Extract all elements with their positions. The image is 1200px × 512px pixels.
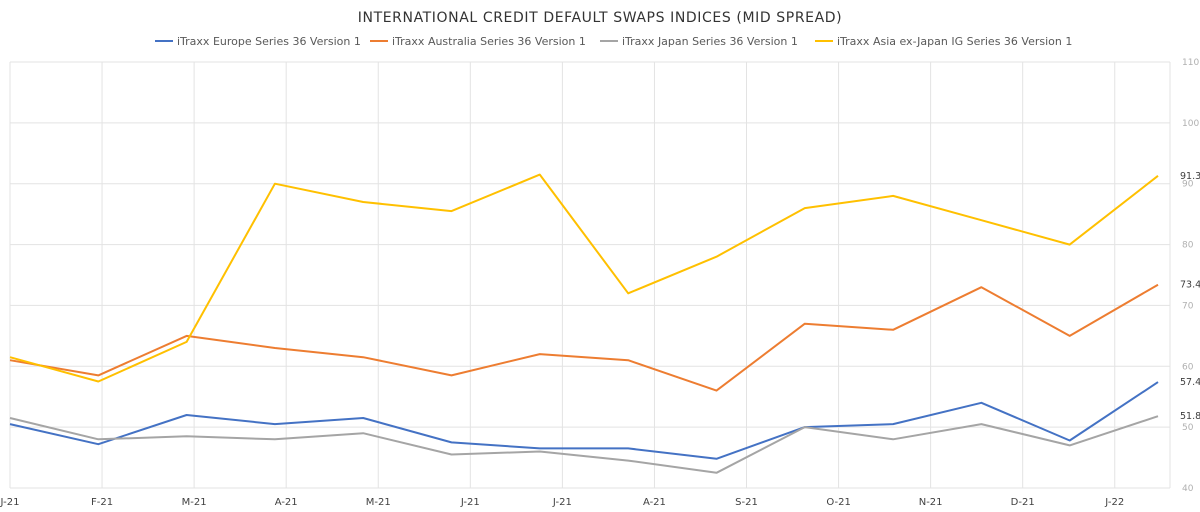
end-labels: 57.4 73.4 51.8 91.3	[1180, 171, 1200, 422]
x-tick-label: A-21	[275, 497, 298, 508]
x-tick-label: M-21	[366, 497, 391, 508]
end-value-label: 51.8	[1180, 411, 1200, 422]
legend-label: iTraxx Europe Series 36 Version 1	[177, 35, 361, 48]
y-tick-label: 70	[1182, 301, 1194, 311]
series-line	[9, 381, 1159, 460]
x-tick-label: M-21	[182, 497, 207, 508]
y-tick-label: 60	[1182, 362, 1194, 372]
x-tick-label: J-21	[552, 497, 572, 508]
y-axis-ticks: 40 50 60 70 80 90 100 110	[1182, 58, 1199, 494]
legend-label: iTraxx Asia ex-Japan IG Series 36 Versio…	[837, 35, 1072, 48]
series-lines	[9, 173, 1159, 474]
x-tick-label: J-21	[0, 497, 19, 508]
x-tick-label: S-21	[735, 497, 758, 508]
x-tick-label: A-21	[643, 497, 666, 508]
series-line	[9, 283, 1159, 392]
y-tick-label: 100	[1182, 119, 1199, 129]
y-tick-label: 90	[1182, 180, 1194, 190]
series-line	[9, 415, 1159, 474]
x-axis-ticks: J-21 F-21 M-21 A-21 M-21 J-21 J-21 A-21 S-21 O-21…	[0, 497, 1124, 508]
series-line	[9, 173, 1159, 383]
y-tick-label: 50	[1182, 423, 1194, 433]
chart-title: INTERNATIONAL CREDIT DEFAULT SWAPS INDIC…	[358, 10, 842, 26]
x-tick-label: O-21	[826, 497, 850, 508]
end-value-label: 73.4	[1180, 280, 1200, 291]
legend-label: iTraxx Australia Series 36 Version 1	[392, 35, 586, 48]
legend: iTraxx Europe Series 36 Version 1 iTraxx …	[155, 35, 1072, 48]
y-tick-label: 80	[1182, 241, 1194, 251]
y-tick-label: 40	[1182, 484, 1194, 494]
end-value-label: 57.4	[1180, 377, 1200, 388]
x-tick-label: J-22	[1104, 497, 1124, 508]
end-value-label: 91.3	[1180, 171, 1200, 182]
x-tick-label: J-21	[460, 497, 480, 508]
x-tick-label: N-21	[919, 497, 943, 508]
x-tick-label: D-21	[1011, 497, 1035, 508]
gridlines	[9, 61, 1171, 489]
legend-label: iTraxx Japan Series 36 Version 1	[622, 35, 798, 48]
y-tick-label: 110	[1182, 58, 1199, 68]
x-tick-label: F-21	[91, 497, 113, 508]
